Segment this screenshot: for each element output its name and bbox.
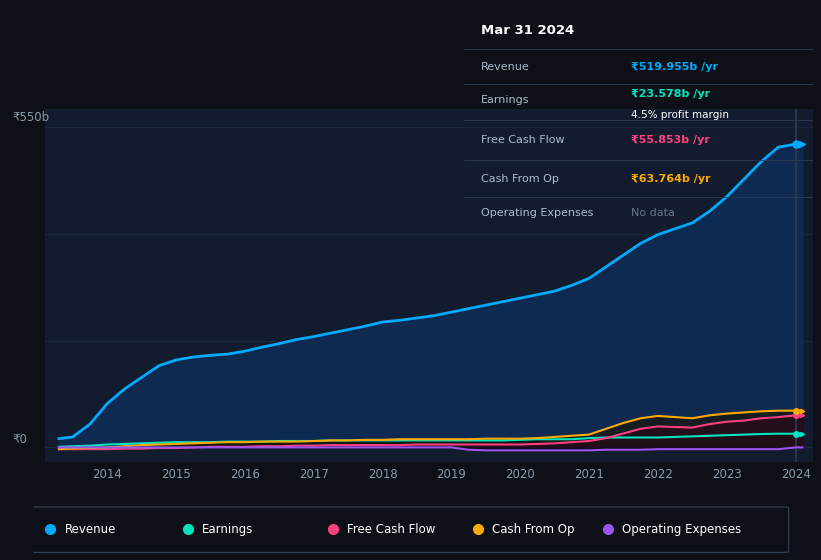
Text: Earnings: Earnings [202, 522, 254, 536]
Text: ₹63.764b /yr: ₹63.764b /yr [631, 174, 711, 184]
Text: Operating Expenses: Operating Expenses [622, 522, 741, 536]
Text: Revenue: Revenue [481, 62, 530, 72]
Text: Earnings: Earnings [481, 95, 530, 105]
Text: ₹519.955b /yr: ₹519.955b /yr [631, 62, 718, 72]
Text: No data: No data [631, 208, 675, 218]
Text: ₹550b: ₹550b [12, 111, 49, 124]
Text: Mar 31 2024: Mar 31 2024 [481, 24, 575, 38]
Text: Cash From Op: Cash From Op [481, 174, 559, 184]
Text: Free Cash Flow: Free Cash Flow [347, 522, 436, 536]
Text: Free Cash Flow: Free Cash Flow [481, 135, 565, 145]
Text: ₹23.578b /yr: ₹23.578b /yr [631, 89, 710, 99]
Text: ₹0: ₹0 [12, 433, 27, 446]
Text: Operating Expenses: Operating Expenses [481, 208, 594, 218]
Text: 4.5% profit margin: 4.5% profit margin [631, 110, 729, 120]
Text: Cash From Op: Cash From Op [493, 522, 575, 536]
Text: Revenue: Revenue [65, 522, 117, 536]
Text: ₹55.853b /yr: ₹55.853b /yr [631, 135, 710, 145]
